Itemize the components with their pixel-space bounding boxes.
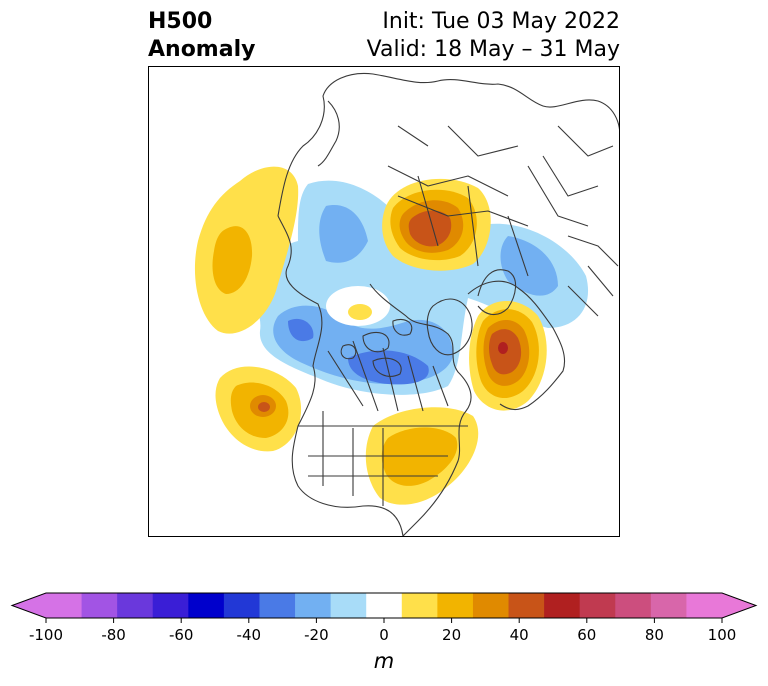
colorbar-extend-low: [12, 593, 46, 618]
colorbar-unit-label: m: [374, 649, 394, 673]
colorbar-swatch: [152, 593, 189, 618]
europe-high-60: [498, 342, 508, 354]
eurasia-coast: [277, 72, 620, 217]
colorbar: -100 -80 -60 -40 -20 0 20 40 60 80 100 m: [10, 592, 758, 673]
colorbar-swatch: [686, 593, 723, 618]
eastern-us-high-20: [381, 427, 458, 486]
colorbar-swatch: [81, 593, 118, 618]
colorbar-tick-label: -60: [169, 626, 194, 644]
arctic-islands: [340, 318, 413, 377]
colorbar-swatch: [437, 593, 474, 618]
negative-anomaly-mid: [273, 205, 558, 384]
title-variable: H500: [148, 9, 213, 34]
japan-coast: [317, 100, 340, 167]
colorbar-tick-label: -40: [237, 626, 262, 644]
title-valid: Valid: 18 May – 31 May: [366, 37, 620, 62]
greenland-coast: [426, 298, 473, 356]
europe-coast: [467, 280, 566, 411]
title-right: Init: Tue 03 May 2022 Valid: 18 May – 31…: [367, 8, 620, 64]
colorbar-swatch: [650, 593, 688, 618]
north-america-coast: [277, 215, 472, 537]
colorbar-swatch: [259, 593, 296, 618]
title-quantity: Anomaly: [148, 37, 256, 62]
alaska-high-20: [212, 226, 253, 294]
colorbar-tick-label: 80: [645, 626, 664, 644]
colorbar-swatch: [295, 593, 332, 618]
colorbar-swatch: [579, 593, 616, 618]
anomaly-contours: [194, 166, 589, 505]
negative-anomaly-inner: [288, 318, 429, 385]
colorbar-swatch: [46, 593, 83, 618]
map-frame: [148, 66, 620, 537]
scandinavia: [477, 269, 517, 316]
colorbar-swatch: [330, 593, 367, 618]
colorbar-swatch: [188, 593, 225, 618]
colorbar-tick-label: 100: [708, 626, 737, 644]
land-boundaries: [277, 72, 620, 537]
colorbar-tick-label: 0: [379, 626, 389, 644]
colorbar-tick-label: -100: [29, 626, 63, 644]
colorbar-swatch: [401, 593, 438, 618]
canada-us-border: [298, 411, 468, 506]
pole-weak-high: [348, 304, 372, 320]
colorbar-swatch: [117, 593, 154, 618]
colorbar-tick-label: 60: [577, 626, 596, 644]
canada-provinces: [327, 340, 449, 412]
colorbar-extend-high: [722, 593, 756, 618]
colorbar-swatch: [508, 593, 545, 618]
anomaly-map: [148, 66, 620, 537]
title-left: H500 Anomaly: [148, 8, 255, 64]
colorbar-tick-label: 40: [510, 626, 529, 644]
colorbar-swatch: [544, 593, 581, 618]
pacific-high-40: [258, 402, 270, 412]
colorbar-swatch: [472, 593, 510, 618]
colorbar-swatch: [615, 593, 652, 618]
russia-high-40: [408, 210, 452, 247]
colorbar-tick-label: -80: [101, 626, 126, 644]
colorbar-swatch: [366, 593, 403, 618]
colorbar-swatch: [223, 593, 261, 618]
russia-borders: [387, 125, 614, 277]
title-init: Init: Tue 03 May 2022: [382, 9, 620, 34]
colorbar-tick-label: -20: [304, 626, 329, 644]
asia-borders: [527, 165, 619, 317]
colorbar-tick-label: 20: [442, 626, 461, 644]
